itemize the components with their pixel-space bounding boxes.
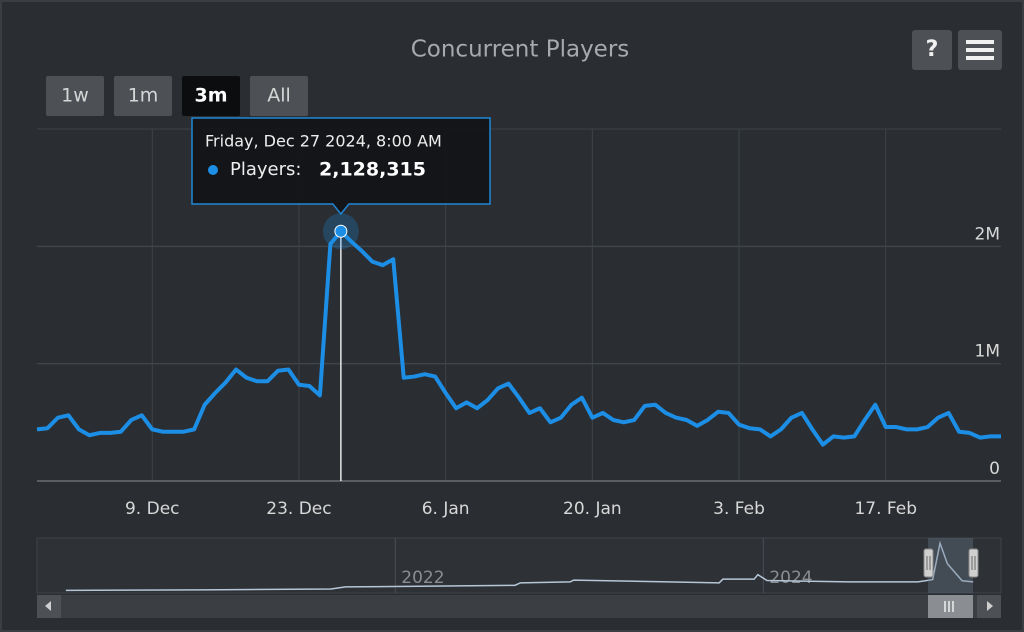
x-tick-label: 20. Jan bbox=[563, 499, 622, 519]
navigator-line bbox=[65, 540, 974, 592]
navigator-tick-label: 2024 bbox=[769, 568, 812, 588]
range-button[interactable]: All bbox=[267, 85, 291, 107]
tooltip-value: 2,128,315 bbox=[319, 159, 426, 181]
scrollbar-thumb[interactable] bbox=[928, 595, 973, 618]
x-tick-label: 23. Dec bbox=[266, 499, 331, 519]
tooltip-title: Friday, Dec 27 2024, 8:00 AM bbox=[205, 132, 442, 151]
help-button-bg[interactable] bbox=[912, 30, 952, 70]
range-button-bg[interactable] bbox=[250, 76, 308, 116]
scrollbar-track bbox=[37, 595, 1001, 618]
y-tick-label: 2M bbox=[975, 224, 1000, 244]
y-tick-label: 0 bbox=[989, 459, 1000, 479]
help-button[interactable]: ? bbox=[926, 37, 939, 62]
navigator-tick-label: 2022 bbox=[401, 568, 444, 588]
range-button-bg[interactable] bbox=[182, 76, 240, 116]
series-line bbox=[36, 229, 1001, 447]
tooltip-label: Players: bbox=[230, 159, 301, 180]
menu-button[interactable] bbox=[958, 30, 1002, 70]
navigator-bg bbox=[36, 537, 1002, 594]
menu-icon-bar bbox=[966, 40, 994, 44]
x-tick-label: 3. Feb bbox=[713, 499, 765, 519]
menu-icon-bar bbox=[966, 48, 994, 52]
x-tick-label: 9. Dec bbox=[125, 499, 180, 519]
x-tick-label: 6. Jan bbox=[422, 499, 470, 519]
range-button[interactable]: 1m bbox=[128, 85, 159, 107]
navigator-selection bbox=[928, 538, 973, 593]
y-tick-label: 1M bbox=[975, 342, 1000, 362]
chart-title: Concurrent Players bbox=[411, 37, 630, 63]
scroll-right-arrow bbox=[987, 601, 993, 611]
tooltip-box bbox=[191, 117, 491, 216]
tooltip-swatch bbox=[208, 165, 218, 175]
scroll-left-arrow bbox=[45, 601, 51, 611]
range-button[interactable]: 1w bbox=[61, 85, 89, 107]
x-tick-label: 17. Feb bbox=[854, 499, 917, 519]
navigator-handle[interactable] bbox=[923, 548, 934, 578]
menu-icon-bar bbox=[966, 56, 994, 60]
navigator-handle[interactable] bbox=[968, 548, 979, 578]
hover-point bbox=[334, 224, 348, 238]
range-button-bg[interactable] bbox=[46, 76, 104, 116]
range-button[interactable]: 3m bbox=[194, 85, 227, 107]
range-button-bg[interactable] bbox=[114, 76, 172, 116]
